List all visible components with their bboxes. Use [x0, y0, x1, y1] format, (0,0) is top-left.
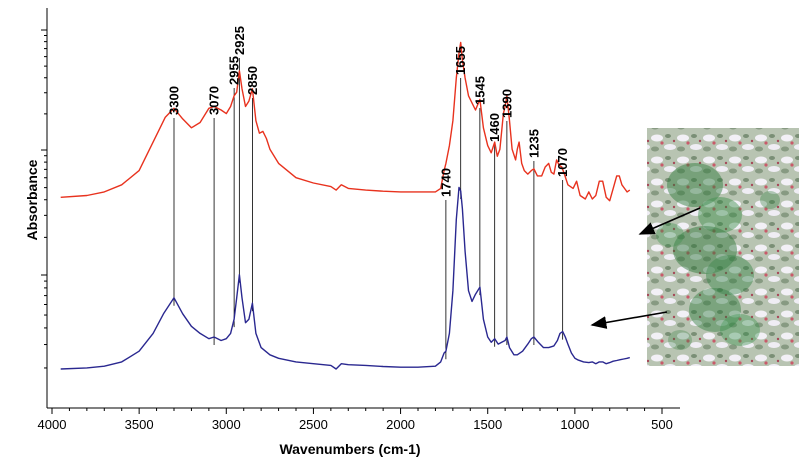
- peak-marker-lines: [173, 58, 564, 360]
- peak-label: 2850: [245, 66, 260, 95]
- arrow-upper: [638, 207, 701, 235]
- x-tick-label: 2000: [386, 417, 415, 432]
- peak-label: 1235: [526, 129, 541, 158]
- peak-label: 3070: [207, 86, 222, 115]
- y-axis-title: Absorbance: [24, 159, 40, 240]
- peak-label: 1740: [438, 168, 453, 197]
- spectrum-line-blue: [60, 186, 630, 370]
- peak-label: 3300: [167, 86, 182, 115]
- micrograph-background: [647, 128, 799, 366]
- plot-axes: 4000 3500 3000 2500 2000 1500 1000 500: [38, 8, 680, 432]
- x-tick-label: 3500: [125, 417, 154, 432]
- x-tick-label: 500: [651, 417, 673, 432]
- peak-label: 2925: [232, 26, 247, 55]
- peak-label: 1390: [499, 89, 514, 118]
- y-axis-minor-ticks: [41, 29, 47, 369]
- spectrum-line-red: [60, 41, 631, 202]
- x-axis-ticks: 4000 3500 3000 2500 2000 1500 1000 500: [38, 408, 673, 432]
- peak-label: 1545: [472, 76, 487, 105]
- green-cell-cluster: [656, 163, 780, 350]
- x-tick-label: 3000: [212, 417, 241, 432]
- peak-label: 2955: [227, 56, 242, 85]
- peak-label: 1460: [487, 113, 502, 142]
- x-tick-label: 4000: [38, 417, 67, 432]
- x-tick-label: 1000: [560, 417, 589, 432]
- peak-label: 1070: [555, 148, 570, 177]
- x-tick-label: 1500: [473, 417, 502, 432]
- spectrum-traces: [60, 41, 631, 370]
- x-axis-title: Wavenumbers (cm-1): [279, 441, 420, 457]
- micrograph-inset: [647, 128, 799, 366]
- x-tick-label: 2500: [299, 417, 328, 432]
- arrow-lower: [590, 311, 668, 329]
- peak-label: 1655: [453, 46, 468, 75]
